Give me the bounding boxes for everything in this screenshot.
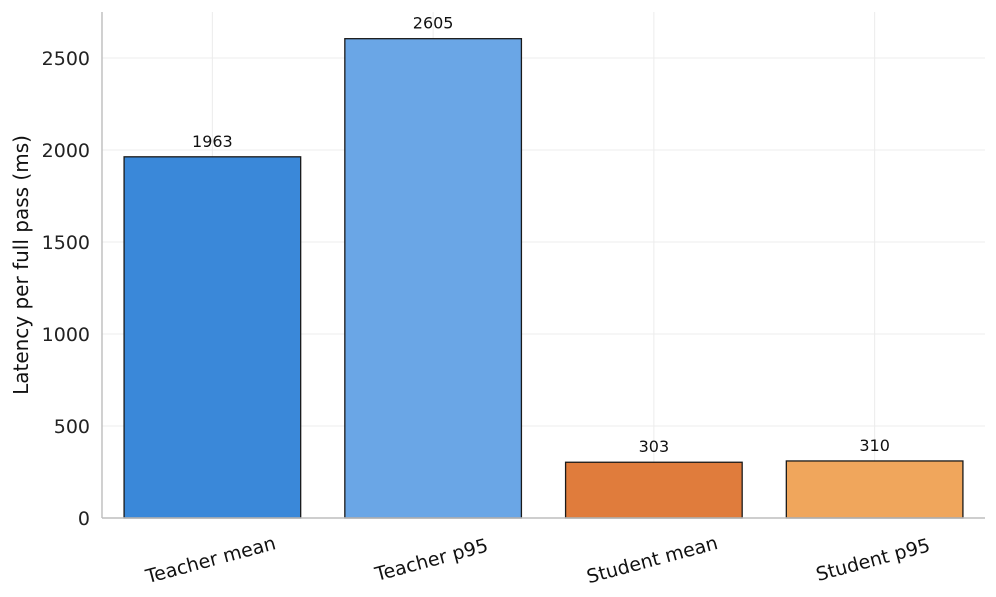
y-tick-label: 1000 — [42, 324, 90, 346]
bar — [785, 460, 964, 519]
data-labels: 1963 2605 303 310 — [192, 14, 890, 457]
x-tick-labels: Teacher mean Teacher p95 Student mean Stude… — [142, 532, 932, 588]
y-tick-label: 0 — [78, 508, 90, 530]
x-tick-label: Teacher mean — [142, 532, 278, 588]
axes — [101, 12, 985, 519]
bar-value-label: 303 — [639, 437, 670, 456]
y-tick-label: 2000 — [42, 140, 90, 162]
y-tick-labels: 0 500 1000 1500 2000 2500 — [42, 48, 90, 530]
y-axis-label: Latency per full pass (ms) — [9, 135, 33, 395]
bar — [344, 38, 523, 519]
y-tick-label: 500 — [54, 416, 90, 438]
x-tick-label: Student mean — [584, 532, 720, 588]
bar — [123, 156, 302, 519]
bar — [564, 461, 743, 519]
bar-value-label: 310 — [859, 436, 890, 455]
x-tick-label: Teacher p95 — [372, 535, 491, 587]
bars — [123, 38, 964, 519]
bar-value-label: 1963 — [192, 132, 233, 151]
x-tick-label: Student p95 — [814, 534, 933, 586]
y-tick-label: 2500 — [42, 48, 90, 70]
y-tick-label: 1500 — [42, 232, 90, 254]
bar-value-label: 2605 — [413, 14, 454, 33]
